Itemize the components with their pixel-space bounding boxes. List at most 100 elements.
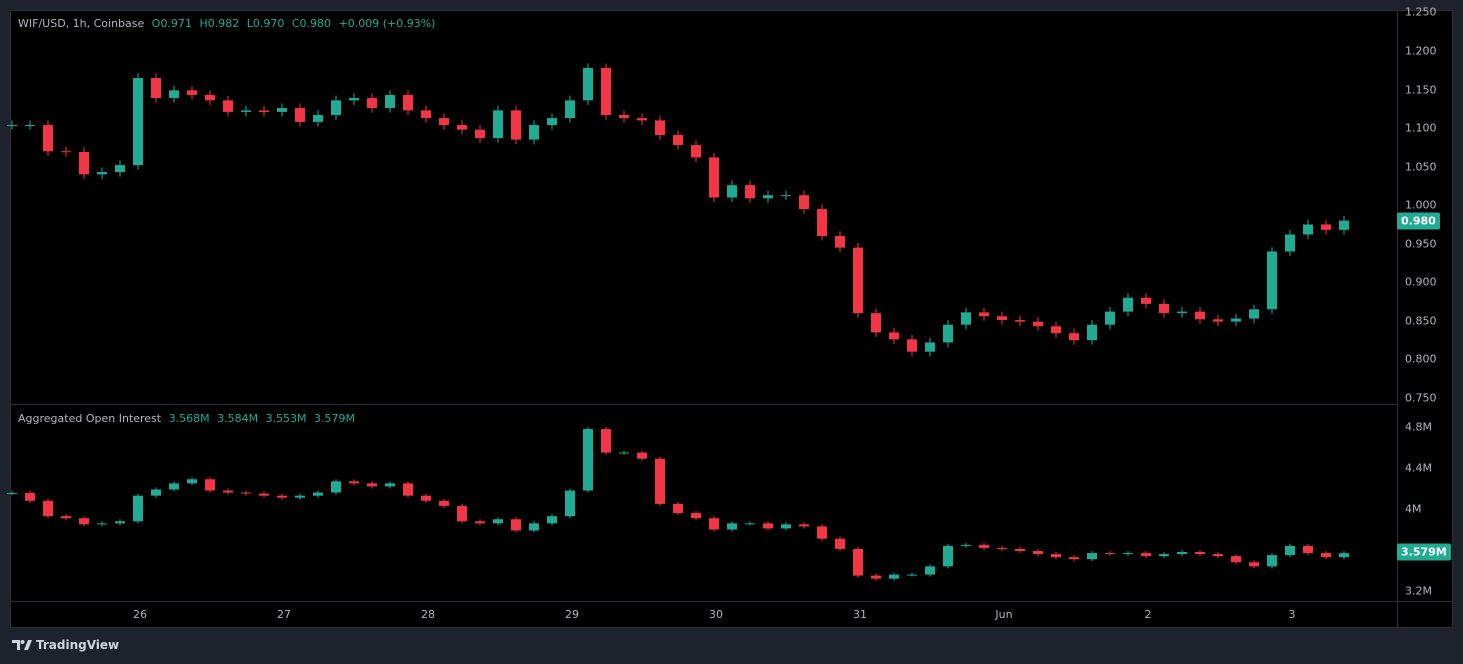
candle-body	[259, 493, 269, 496]
candle	[961, 307, 971, 330]
candle-body	[1069, 333, 1079, 341]
candle-body	[799, 195, 809, 210]
candle	[1033, 316, 1043, 331]
close-value: C0.980	[291, 17, 331, 30]
price-pane[interactable]	[7, 10, 1397, 403]
candle-body	[763, 523, 773, 529]
candle	[367, 481, 377, 489]
candle	[1321, 219, 1331, 235]
candle-body	[997, 547, 1007, 549]
candle	[187, 85, 197, 100]
candle	[1141, 551, 1151, 559]
candle	[1285, 543, 1295, 558]
candle	[277, 103, 287, 117]
candle	[799, 522, 809, 529]
candle-body	[133, 495, 143, 522]
candle-body	[1177, 311, 1187, 314]
candle-body	[79, 152, 89, 175]
candle	[979, 542, 989, 550]
candle-body	[655, 120, 665, 136]
candle	[25, 120, 35, 130]
candle-body	[637, 118, 647, 121]
candle	[853, 546, 863, 578]
time-tick: 2	[1144, 608, 1152, 621]
candle	[223, 488, 233, 495]
candle-body	[205, 94, 215, 101]
candle-body	[457, 505, 467, 522]
open-interest-pane[interactable]	[7, 404, 1397, 602]
candle	[1339, 215, 1349, 235]
brand-name: TradingView	[36, 638, 120, 652]
candle-body	[637, 452, 647, 459]
candle	[1159, 552, 1169, 559]
time-tick: 29	[565, 608, 579, 621]
candle	[1339, 551, 1349, 560]
candle-body	[943, 324, 953, 343]
candle	[1321, 551, 1331, 560]
candle-body	[1267, 555, 1277, 567]
candle	[727, 180, 737, 203]
candle-body	[313, 114, 323, 122]
oi-close: 3.579M	[314, 412, 356, 425]
candle	[403, 481, 413, 498]
candle-body	[1321, 224, 1331, 230]
symbol-label[interactable]: WIF/USD, 1h, Coinbase	[18, 17, 145, 30]
candle-body	[1285, 545, 1295, 556]
candle	[169, 481, 179, 492]
candle-body	[1231, 318, 1241, 322]
candle	[385, 90, 395, 113]
candle-body	[691, 513, 701, 519]
candle	[439, 498, 449, 508]
candle	[1141, 293, 1151, 309]
candle-body	[709, 157, 719, 198]
candle	[1105, 306, 1115, 330]
candle	[853, 242, 863, 318]
candle-body	[1159, 303, 1169, 314]
tradingview-logo[interactable]: TradingView	[12, 638, 119, 652]
candle-body	[295, 108, 305, 122]
oi-title[interactable]: Aggregated Open Interest	[18, 412, 162, 425]
oi-high: 3.584M	[217, 412, 259, 425]
candle-body	[889, 574, 899, 579]
candle-body	[673, 135, 683, 146]
candle-body	[727, 185, 737, 198]
candle-body	[1051, 326, 1061, 334]
candle-body	[871, 313, 881, 333]
candle-body	[889, 332, 899, 340]
candle-body	[259, 110, 269, 112]
candle	[133, 73, 143, 170]
candle-body	[367, 483, 377, 487]
candle-body	[169, 483, 179, 490]
candle	[709, 516, 719, 532]
candle	[907, 334, 917, 357]
candle-body	[1249, 562, 1259, 567]
candle	[97, 167, 107, 179]
candle-body	[1159, 554, 1169, 557]
candle-body	[1087, 324, 1097, 341]
candle-body	[241, 492, 251, 494]
candle-body	[1105, 553, 1115, 555]
candle-body	[907, 574, 917, 576]
candle	[205, 477, 215, 493]
candle	[151, 73, 161, 103]
candle-body	[439, 118, 449, 126]
candle-body	[385, 94, 395, 109]
high-value: H0.982	[199, 17, 240, 30]
candle-body	[151, 77, 161, 99]
candle	[547, 514, 557, 526]
candle	[43, 120, 53, 156]
candle-body	[1069, 557, 1079, 560]
candle-body	[61, 516, 71, 519]
candle-body	[709, 518, 719, 530]
price-tick: 1.050	[1405, 160, 1437, 174]
candle	[781, 522, 791, 531]
candle	[655, 115, 665, 140]
candle	[349, 479, 359, 486]
candle-body	[421, 110, 431, 119]
candle-body	[565, 100, 575, 119]
candle	[583, 426, 593, 493]
candle	[1267, 246, 1277, 314]
candle-body	[781, 195, 791, 197]
candle-body	[961, 312, 971, 325]
candle-body	[925, 566, 935, 575]
